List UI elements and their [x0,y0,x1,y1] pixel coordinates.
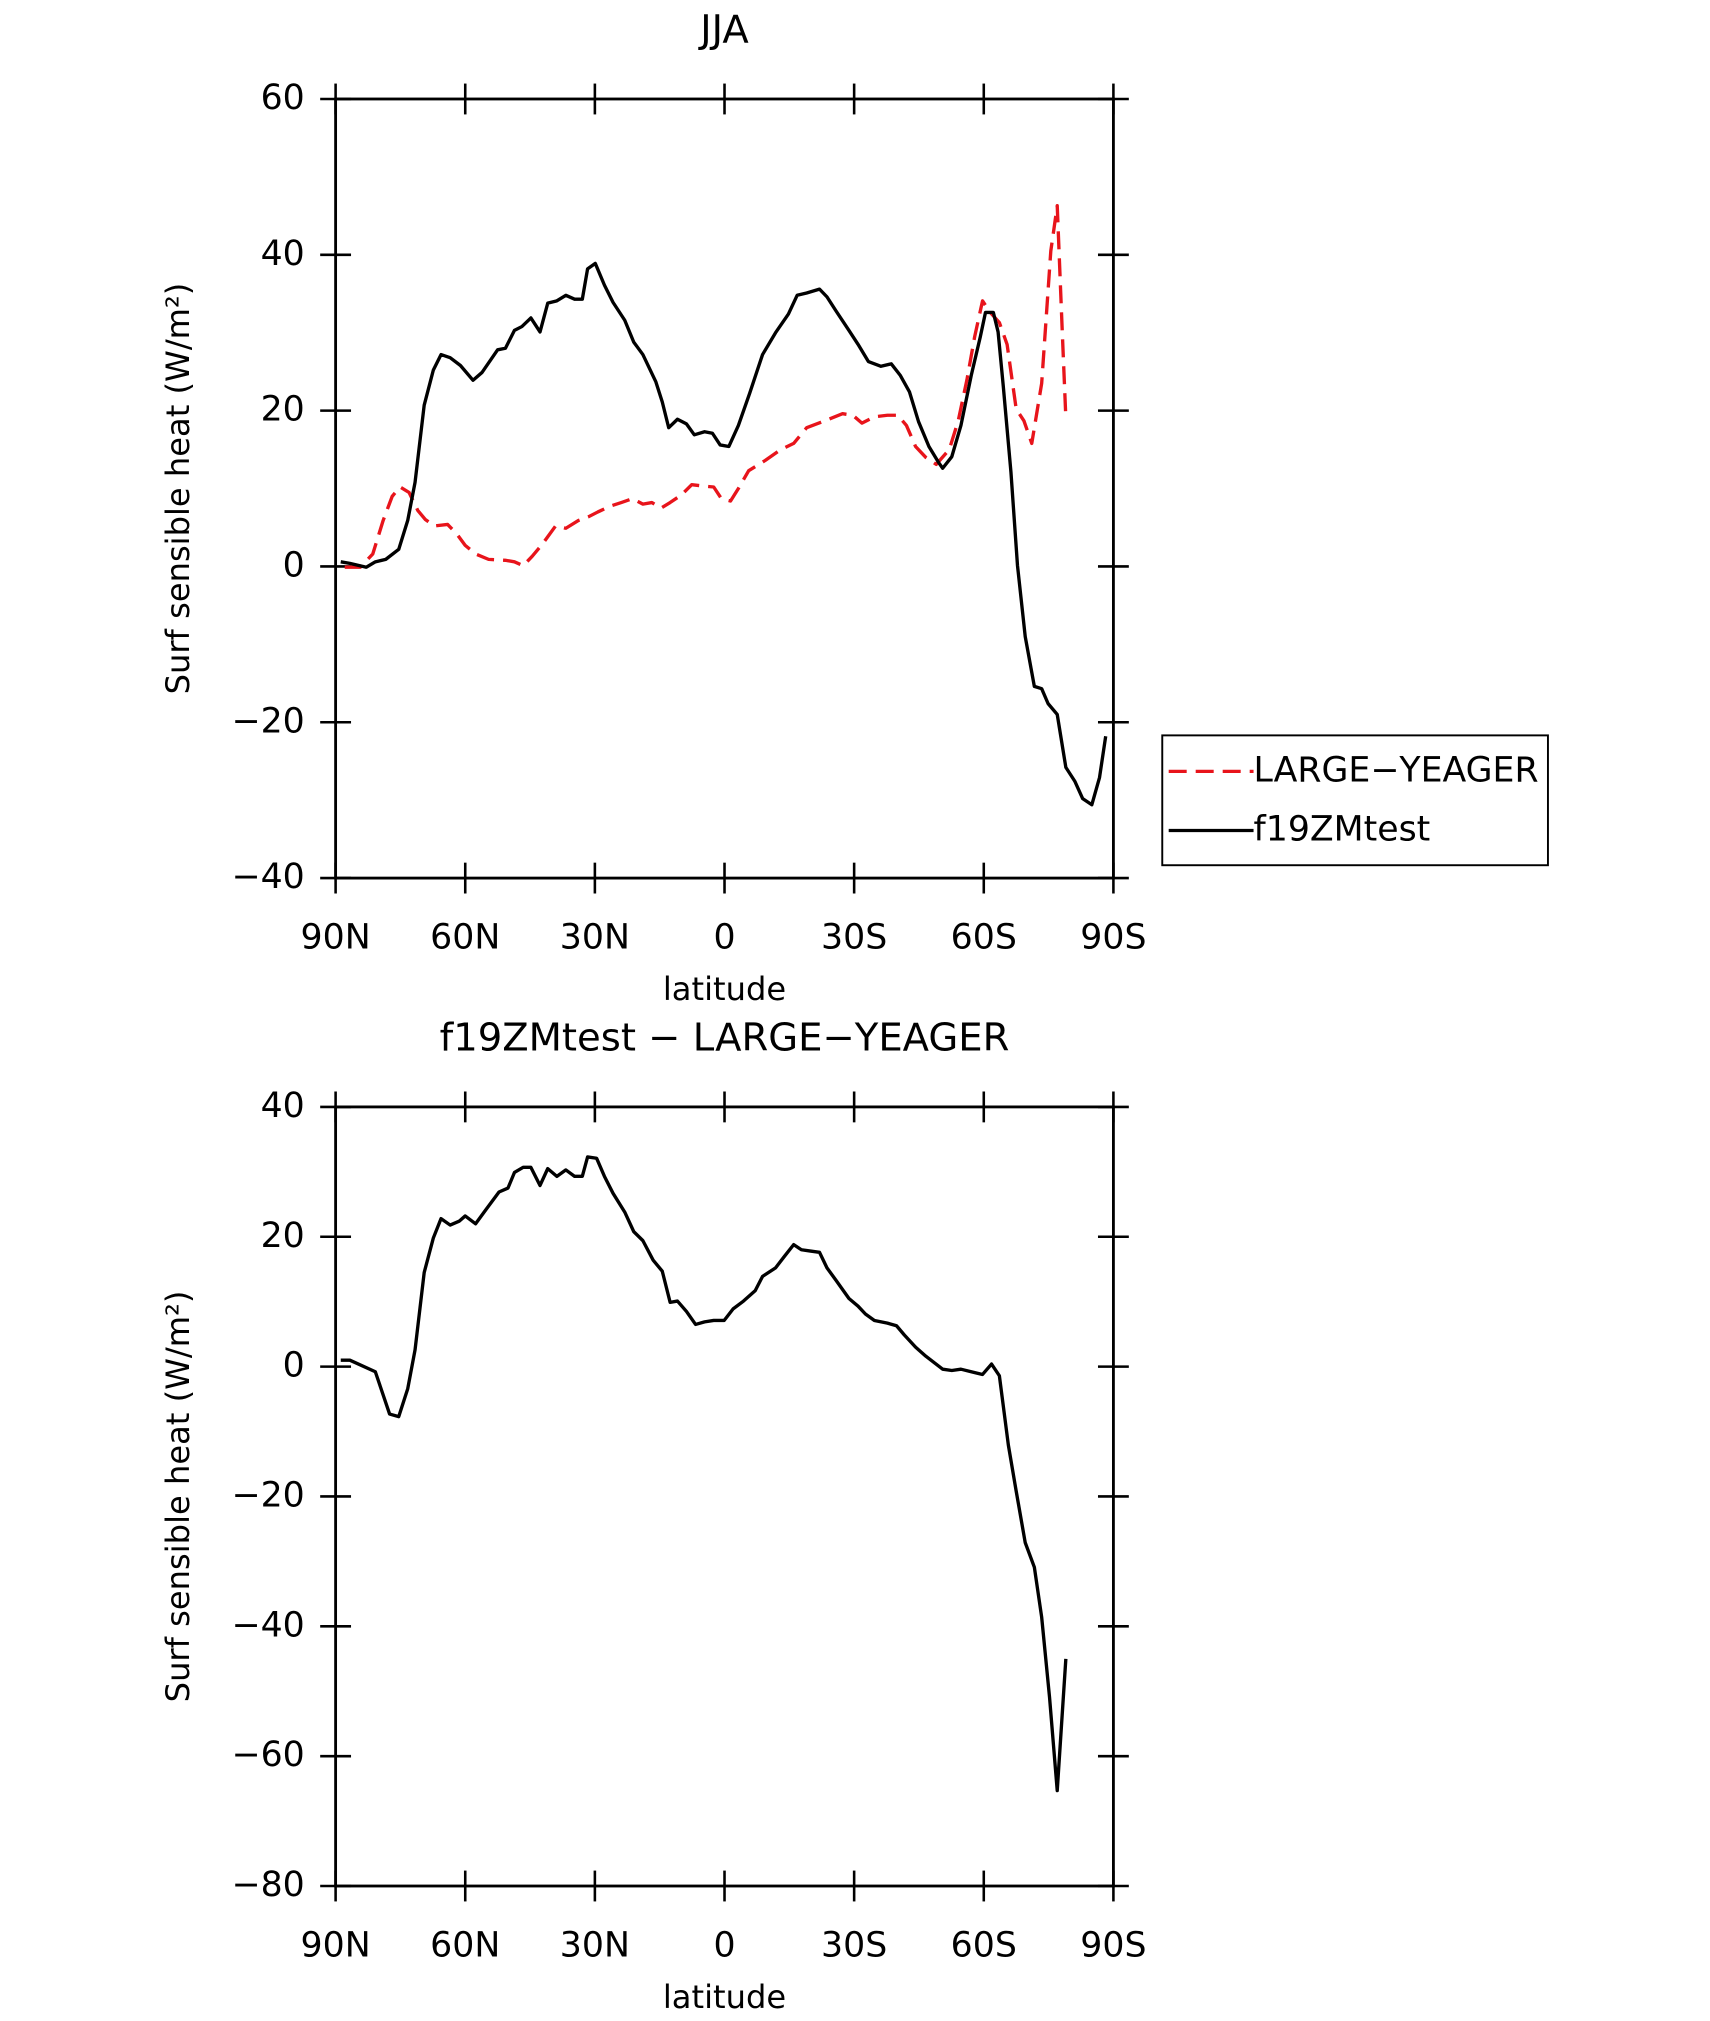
x-tick-label: 30S [821,1925,887,1965]
chart-title: JJA [698,8,749,53]
data-line [344,204,1068,569]
legend-box [1161,734,1549,867]
x-tick-label: 60N [430,1925,500,1965]
chart-title: f19ZMtest − LARGE−YEAGER [440,1016,1010,1061]
x-tick-label: 90S [1080,918,1146,958]
x-tick-label: 30S [821,918,887,958]
y-tick-label: −60 [232,1735,305,1775]
y-tick-label: 0 [283,1346,305,1386]
x-tick-label: 60S [951,1925,1017,1965]
legend-label: f19ZMtest [1254,810,1431,850]
x-tick-label: 60N [430,918,500,958]
y-tick-label: −20 [232,701,305,741]
x-tick-label: 90S [1080,1925,1146,1965]
x-tick-label: 30N [560,1925,630,1965]
y-axis-label: Surf sensible heat (W/m²) [159,283,197,695]
y-tick-label: 0 [283,545,305,585]
legend-label: LARGE−YEAGER [1254,750,1539,790]
x-tick-label: 0 [713,918,735,958]
y-tick-label: −40 [232,857,305,897]
data-line [340,1155,1068,1793]
x-tick-label: 90N [301,1925,371,1965]
y-tick-label: −80 [232,1865,305,1905]
y-tick-label: 40 [261,234,305,274]
y-tick-label: −40 [232,1605,305,1645]
x-axis-label: latitude [663,970,786,1008]
y-tick-label: 20 [261,1216,305,1256]
x-tick-label: 90N [301,918,371,958]
y-tick-label: −20 [232,1475,305,1515]
y-tick-label: 60 [261,78,305,118]
x-tick-label: 0 [713,1925,735,1965]
plot-frame [334,97,1115,880]
y-tick-label: 20 [261,390,305,430]
y-tick-label: 40 [261,1086,305,1126]
y-axis-label: Surf sensible heat (W/m²) [159,1291,197,1703]
x-tick-label: 30N [560,918,630,958]
x-axis-label: latitude [663,1978,786,2016]
data-line [340,261,1108,807]
x-tick-label: 60S [951,918,1017,958]
